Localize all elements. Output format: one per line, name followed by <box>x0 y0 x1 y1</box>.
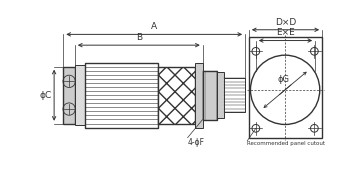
Bar <box>195 63 203 128</box>
Bar <box>224 78 245 112</box>
Bar <box>217 72 224 118</box>
Bar <box>75 65 85 125</box>
Text: ϕC: ϕC <box>40 91 52 100</box>
Text: 4-ϕF: 4-ϕF <box>187 138 204 147</box>
Bar <box>85 63 158 128</box>
Text: B: B <box>136 33 142 42</box>
Text: A: A <box>151 22 157 31</box>
Text: Recommended panel cutout: Recommended panel cutout <box>247 141 325 146</box>
Bar <box>249 37 322 137</box>
Bar <box>203 71 217 120</box>
Text: D×D: D×D <box>275 18 296 27</box>
Text: E×E: E×E <box>276 28 295 37</box>
Bar <box>63 67 75 124</box>
Bar <box>158 67 195 124</box>
Text: ϕG: ϕG <box>277 75 289 84</box>
